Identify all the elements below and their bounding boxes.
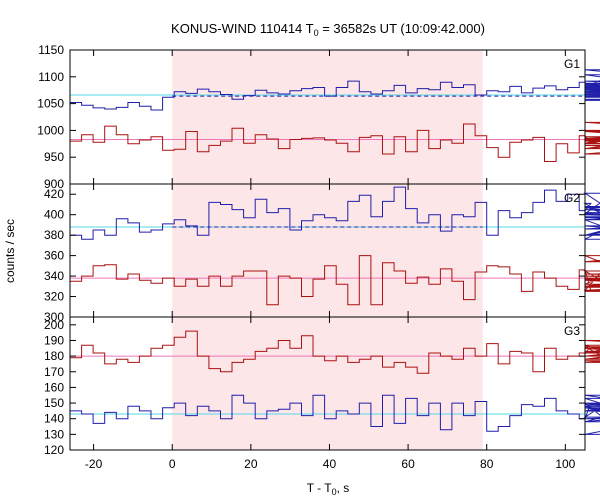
y-tick-label: 420 [44,187,64,201]
y-tick-label: 340 [44,269,64,283]
y-tick-label: 360 [44,249,64,263]
y-tick-label: 120 [44,443,64,457]
y-tick-label: 1050 [37,97,64,111]
x-tick-label: 80 [480,457,494,471]
highlight-interval [172,184,483,317]
y-tick-label: 190 [44,333,64,347]
series-line [70,255,600,306]
y-tick-label: 300 [44,310,64,324]
y-axis-label: counts / sec [3,219,17,283]
y-tick-label: 400 [44,208,64,222]
series-line [70,330,600,374]
x-tick-label: 20 [244,457,258,471]
x-tick-label: 40 [323,457,337,471]
highlight-interval [172,317,483,450]
y-tick-label: 1100 [38,70,64,84]
y-tick-label: 1000 [37,123,64,137]
panel-frame [69,316,586,451]
panel-label: G3 [564,324,580,338]
x-tick-label: -20 [85,457,103,471]
y-tick-label: 130 [44,427,64,441]
series-line [70,394,600,435]
series-line [70,69,600,111]
series-line [70,121,600,162]
panel-label: G2 [564,191,580,205]
x-tick-label: 0 [169,457,176,471]
x-tick-label: 100 [555,457,575,471]
y-tick-label: 320 [44,290,64,304]
chart-title: KONUS-WIND 110414 T0 = 36582s UT (10:09:… [171,21,485,38]
panels: 9009501000105011001150G13003203403603804… [37,43,600,471]
series-line [70,186,600,240]
y-tick-label: 160 [44,380,64,394]
y-tick-label: 180 [44,349,64,363]
panel-label: G1 [564,57,580,71]
y-tick-label: 150 [44,396,64,410]
x-axis-label: T - T0, s [307,481,350,497]
x-tick-label: 60 [401,457,415,471]
panel-g1: 900 950 1000 1050 1100 1150 G1 [37,43,600,191]
panel-g2: 300 320 340 360 380 400 420 G2 [44,183,600,324]
y-tick-label: 140 [44,412,64,426]
y-tick-label: 170 [44,365,64,379]
y-tick-label: 1150 [38,43,64,57]
y-tick-label: 200 [44,318,64,332]
y-tick-label: 380 [44,228,64,242]
y-tick-label: 950 [44,150,64,164]
y-tick-label: 900 [44,177,64,191]
highlight-interval [172,50,483,184]
